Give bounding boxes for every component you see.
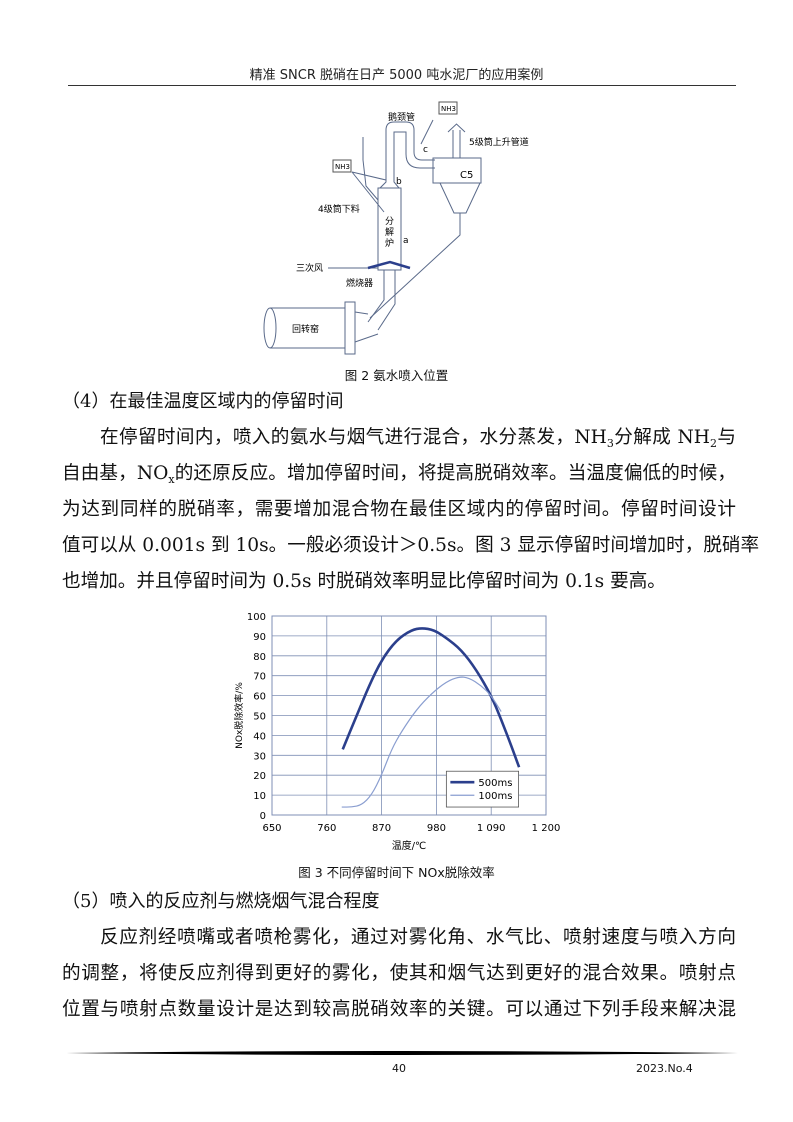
x-tick-label: 870 [372, 823, 391, 834]
paragraph-line: 值可以从 0.001s 到 10s。一般必须设计＞0.5s。图 3 显示停留时间… [62, 535, 760, 556]
nh3-label-left: NH3 [335, 163, 350, 171]
y-tick-label: 60 [253, 692, 266, 703]
feed-label: 4级筒下料 [318, 203, 360, 215]
legend [445, 770, 519, 808]
y-tick-label: 70 [253, 672, 266, 683]
c5-cone [439, 182, 481, 214]
paragraph-line: 自由基，NOx的还原反应。增加停留时间，将提高脱硝效率。当温度偏低的时候， [62, 463, 736, 485]
gooseneck-outer [379, 121, 435, 189]
x-tick-label: 760 [317, 823, 336, 834]
paragraph-line: 在停留时间内，喷入的氨水与烟气进行混合，水分蒸发，NH3分解成 NH2与 [100, 427, 736, 449]
section-5-heading: （5）喷入的反应剂与燃烧烟气混合程度 [62, 891, 380, 912]
nh3-label-top: NH3 [441, 105, 456, 113]
y-axis-label: NOx脱除效率/% [233, 682, 245, 749]
riser-arrow [447, 123, 466, 158]
calciner-label: 炉 [385, 237, 394, 249]
x-axis-label: 温度/℃ [392, 839, 427, 852]
paragraph-line: 反应剂经喷嘴或者喷枪雾化，通过对雾化角、水气比、喷射速度与喷入方向 [100, 927, 736, 948]
calciner-label: 解 [385, 226, 394, 238]
page-number: 40 [392, 1062, 406, 1075]
footer-rule [66, 1051, 738, 1055]
point-b: b [396, 177, 402, 187]
kiln-body [270, 307, 345, 349]
text: 的还原反应。增加停留时间，将提高脱硝效率。当温度偏低的时候， [174, 463, 736, 484]
figure-2-caption: 图 2 氨水喷入位置 [344, 368, 449, 383]
x-tick-label: 1 090 [477, 823, 506, 834]
paragraph-line: 也增加。并且停留时间为 0.5s 时脱硝效率明显比停留时间为 0.1s 要高。 [62, 571, 666, 592]
x-tick-label: 1 200 [532, 823, 561, 834]
point-c: c [423, 145, 428, 155]
c5-label: C5 [460, 170, 473, 181]
legend-label: 500ms [478, 778, 512, 789]
gooseneck-label: 鹅颈管 [388, 111, 415, 123]
running-header: 精准 SNCR 脱硝在日产 5000 吨水泥厂的应用案例 [249, 68, 544, 83]
discharge-pipe [369, 213, 461, 319]
paragraph-line: 位置与喷射点数量设计是达到较高脱硝效率的关键。可以通过下列手段来解决混 [62, 999, 736, 1020]
subscript: x [168, 473, 175, 486]
y-tick-label: 10 [253, 791, 266, 802]
header-rule [68, 85, 736, 86]
figure-2-diagram: NH3 鹅颈管 5级筒上升管道 c NH3 b C5 4级筒下料 分 解 炉 a… [263, 101, 529, 355]
text: 自由基，NO [62, 463, 169, 484]
tertiary-air-label: 三次风 [296, 262, 323, 274]
riser-label: 5级筒上升管道 [469, 136, 529, 148]
y-tick-label: 30 [253, 751, 266, 762]
y-tick-label: 50 [253, 712, 266, 723]
x-tick-label: 650 [262, 823, 281, 834]
paragraph-line: 的调整，将使反应剂得到更好的雾化，使其和烟气达到更好的混合效果。喷射点 [62, 963, 736, 984]
figure-3-chart: 0 10 20 30 40 50 60 70 80 90 100 650 760 870 980 1 090 1… [233, 612, 561, 852]
subscript: 3 [606, 437, 614, 450]
y-tick-label: 90 [253, 632, 266, 643]
y-tick-label: 40 [253, 731, 266, 742]
text: 在停留时间内，喷入的氨水与烟气进行混合，水分蒸发，NH [100, 427, 607, 448]
issue-number: 2023.No.4 [636, 1062, 693, 1075]
legend-label: 100ms [478, 791, 512, 802]
figure-3-caption: 图 3 不同停留时间下 NOx脱除效率 [298, 865, 495, 880]
y-tick-label: 80 [253, 652, 266, 663]
point-a: a [403, 236, 409, 246]
y-tick-label: 0 [260, 811, 266, 822]
y-tick-label: 20 [253, 771, 266, 782]
text: 与 [717, 427, 736, 448]
c5-cyclone [432, 157, 482, 184]
series-line-100ms [341, 676, 502, 808]
feed-line [328, 137, 379, 269]
calciner-label: 分 [385, 216, 394, 227]
x-tick-label: 980 [427, 823, 446, 834]
paragraph-line: 为达到同样的脱硝率，需要增加混合物在最佳区域内的停留时间。停留时间设计 [62, 499, 736, 520]
section-4-heading: （4）在最佳温度区域内的停留时间 [62, 391, 344, 412]
calciner-body [377, 187, 402, 271]
text: 分解成 NH [613, 427, 710, 448]
subscript: 2 [710, 437, 717, 450]
burner-label: 燃烧器 [346, 277, 373, 289]
kiln-label: 回转窑 [292, 323, 319, 335]
series-line-500ms [341, 627, 521, 768]
y-tick-label: 100 [247, 612, 266, 623]
